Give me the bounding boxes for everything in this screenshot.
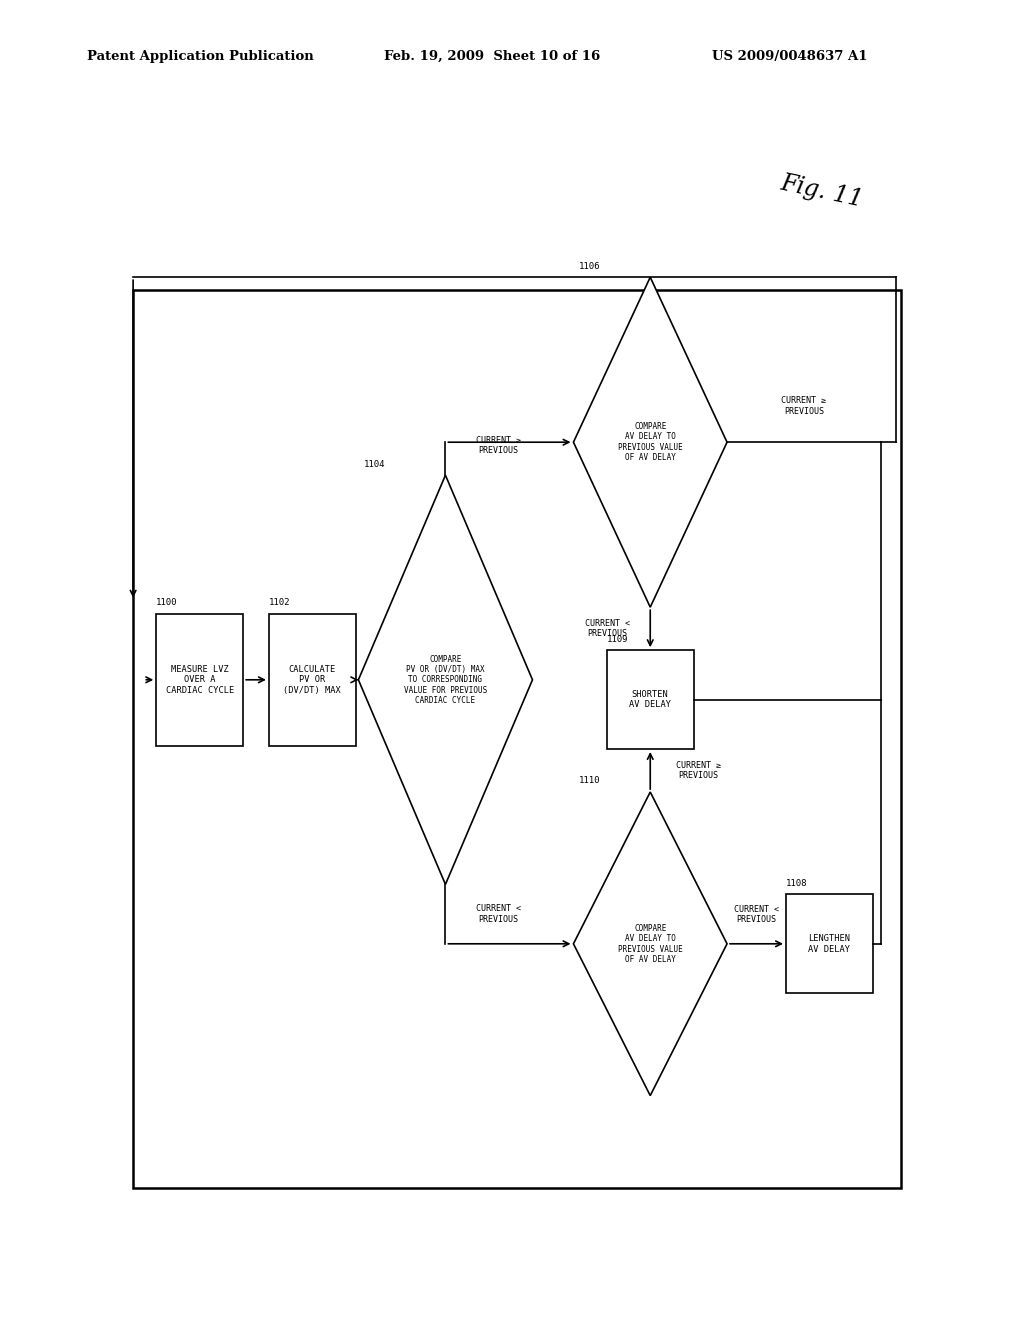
Text: 1104: 1104: [364, 459, 385, 469]
Text: CURRENT ≥
PREVIOUS: CURRENT ≥ PREVIOUS: [781, 396, 826, 416]
Text: CURRENT ≥
PREVIOUS: CURRENT ≥ PREVIOUS: [476, 436, 521, 455]
Bar: [156, 614, 244, 746]
Text: 1108: 1108: [786, 879, 807, 888]
Text: Feb. 19, 2009  Sheet 10 of 16: Feb. 19, 2009 Sheet 10 of 16: [384, 50, 600, 63]
Polygon shape: [358, 475, 532, 884]
Text: COMPARE
AV DELAY TO
PREVIOUS VALUE
OF AV DELAY: COMPARE AV DELAY TO PREVIOUS VALUE OF AV…: [617, 422, 683, 462]
Text: CURRENT <
PREVIOUS: CURRENT < PREVIOUS: [734, 904, 779, 924]
Text: 1110: 1110: [579, 776, 600, 785]
Polygon shape: [573, 277, 727, 607]
Text: CURRENT <
PREVIOUS: CURRENT < PREVIOUS: [476, 904, 521, 924]
Polygon shape: [573, 792, 727, 1096]
Bar: [268, 614, 356, 746]
Text: 1109: 1109: [606, 635, 628, 644]
Text: LENGTHEN
AV DELAY: LENGTHEN AV DELAY: [808, 935, 851, 953]
Text: CURRENT <
PREVIOUS: CURRENT < PREVIOUS: [585, 619, 630, 639]
Text: Patent Application Publication: Patent Application Publication: [87, 50, 313, 63]
Text: COMPARE
AV DELAY TO
PREVIOUS VALUE
OF AV DELAY: COMPARE AV DELAY TO PREVIOUS VALUE OF AV…: [617, 924, 683, 964]
Text: CALCULATE
PV OR
(DV/DT) MAX: CALCULATE PV OR (DV/DT) MAX: [284, 665, 341, 694]
Text: 1102: 1102: [268, 598, 290, 607]
Bar: [606, 651, 694, 750]
Text: US 2009/0048637 A1: US 2009/0048637 A1: [712, 50, 867, 63]
Text: SHORTEN
AV DELAY: SHORTEN AV DELAY: [629, 690, 672, 709]
Bar: [786, 895, 872, 993]
Text: COMPARE
PV OR (DV/DT) MAX
TO CORRESPONDING
VALUE FOR PREVIOUS
CARDIAC CYCLE: COMPARE PV OR (DV/DT) MAX TO CORRESPONDI…: [403, 655, 487, 705]
Text: Fig. 11: Fig. 11: [778, 172, 865, 211]
Bar: [133, 290, 901, 1188]
Text: 1106: 1106: [579, 261, 600, 271]
Text: MEASURE LVZ
OVER A
CARDIAC CYCLE: MEASURE LVZ OVER A CARDIAC CYCLE: [166, 665, 233, 694]
Text: 1100: 1100: [156, 598, 177, 607]
Text: CURRENT ≥
PREVIOUS: CURRENT ≥ PREVIOUS: [676, 760, 721, 780]
